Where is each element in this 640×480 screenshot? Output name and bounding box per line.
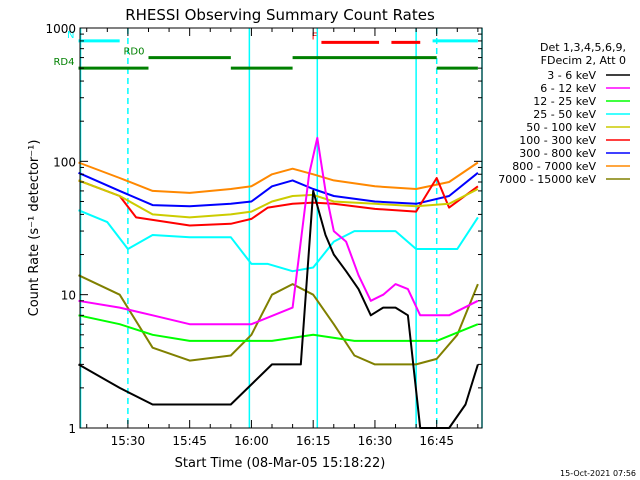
annotation-label: F <box>312 31 318 42</box>
annotation-label: RD4 <box>53 57 74 68</box>
y-axis: 1 10 100 1000 <box>45 22 482 436</box>
x-tick-label: 15:45 <box>172 434 207 448</box>
y-tick-label: 10 <box>61 289 76 303</box>
legend-header: Det 1,3,4,5,6,9, <box>540 41 626 54</box>
series-line <box>78 274 479 366</box>
legend-label: 25 - 50 keV <box>533 108 596 121</box>
x-tick-label: 16:45 <box>419 434 454 448</box>
series-line <box>78 314 479 342</box>
annotation-label: RD0 <box>123 47 144 58</box>
legend-label: 300 - 800 keV <box>519 147 596 160</box>
x-axis: 15:30 15:45 16:00 16:15 16:30 16:45 <box>86 28 479 448</box>
plot-frame <box>79 27 483 429</box>
y-tick-label: 100 <box>53 155 76 169</box>
legend-label: 3 - 6 keV <box>547 69 596 82</box>
x-tick-label: 16:00 <box>234 434 269 448</box>
series-line <box>78 179 479 219</box>
series-line <box>78 136 479 326</box>
series-line <box>78 171 479 208</box>
legend-label: 50 - 100 keV <box>526 121 596 134</box>
x-tick-label: 15:30 <box>111 434 146 448</box>
chart-title: RHESSI Observing Summary Count Rates <box>125 6 435 24</box>
series-line <box>78 161 479 194</box>
legend: Det 1,3,4,5,6,9,FDecim 2, Att 0 3 - 6 keV… <box>498 41 630 186</box>
annotation-label: N <box>67 30 74 41</box>
x-axis-label: Start Time (08-Mar-05 15:18:22) <box>175 456 386 471</box>
legend-label: 6 - 12 keV <box>540 82 596 95</box>
series-line <box>78 209 479 273</box>
y-axis-label: Count Rate (s⁻¹ detector⁻¹) <box>27 140 42 317</box>
legend-label: 800 - 7000 keV <box>512 160 596 173</box>
legend-header: FDecim 2, Att 0 <box>541 54 626 67</box>
y-tick-label: 1000 <box>45 22 76 36</box>
legend-label: 12 - 25 keV <box>533 95 596 108</box>
x-tick-label: 16:15 <box>296 434 331 448</box>
series-line <box>78 177 479 227</box>
footer-timestamp: 15-Oct-2021 07:56 <box>560 469 636 478</box>
legend-label: 100 - 300 keV <box>519 134 596 147</box>
x-tick-label: 16:30 <box>358 434 393 448</box>
legend-label: 7000 - 15000 keV <box>498 173 596 186</box>
y-tick-label: 1 <box>68 422 76 436</box>
plot-area: N RD0 RD4 F <box>53 28 483 429</box>
